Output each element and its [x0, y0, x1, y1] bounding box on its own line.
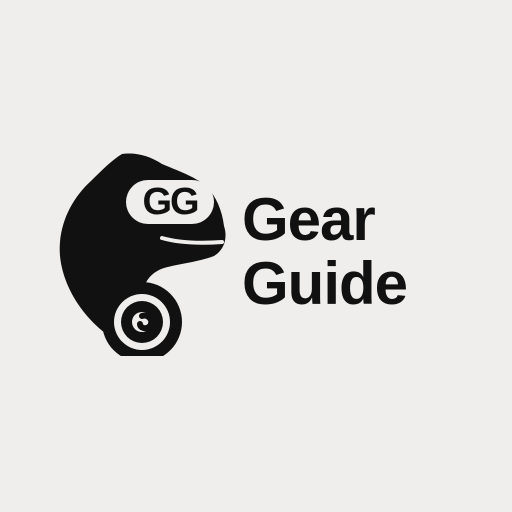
eye-patch — [126, 180, 214, 224]
wordmark: Gear Guide — [242, 184, 492, 324]
eye-monogram: GG — [142, 181, 198, 223]
wordmark-line-1: Gear — [242, 186, 376, 253]
tail-spiral-tip — [137, 312, 155, 332]
chameleon-mouth — [160, 236, 224, 245]
chameleon-logo-icon: GG — [59, 153, 226, 356]
wordmark-line-2: Guide — [242, 250, 408, 317]
